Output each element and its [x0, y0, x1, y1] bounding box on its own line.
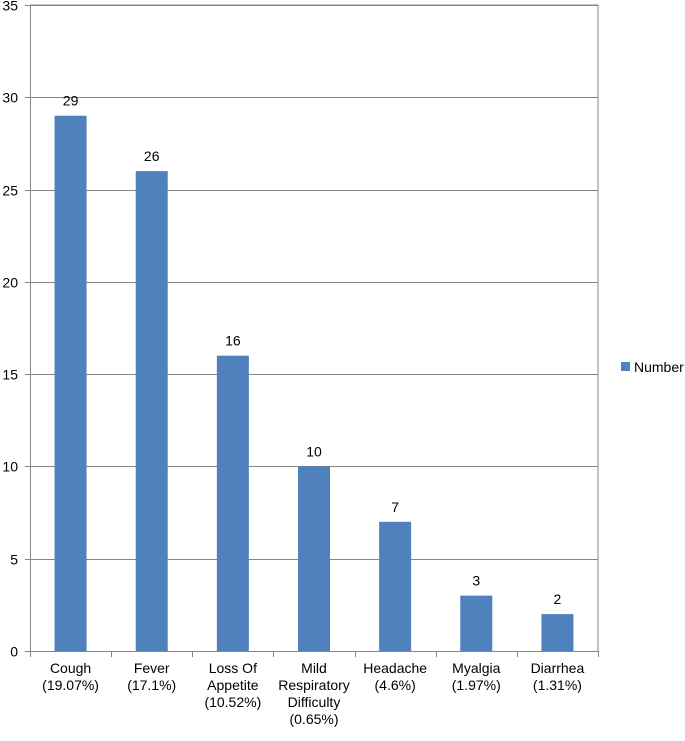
x-tick-label: Diarrhea: [531, 660, 585, 676]
y-tick-labels: 0 5 10 15 20 25 30 35: [2, 0, 18, 660]
x-tick-label: (1.97%): [452, 677, 501, 693]
bar: [54, 115, 87, 651]
x-tick-label: Cough: [50, 660, 91, 676]
x-tick-label: Mild: [301, 660, 327, 676]
bar: [541, 614, 574, 651]
bar: [379, 521, 412, 651]
data-label: 2: [554, 591, 562, 607]
x-tick-label: Respiratory: [278, 677, 350, 693]
x-tick-label: Myalgia: [452, 660, 500, 676]
y-tick-label: 5: [10, 552, 18, 568]
x-tick-label: Appetite: [207, 677, 259, 693]
y-tick-label: 15: [2, 367, 18, 383]
y-tick-label: 20: [2, 275, 18, 291]
x-tick-label: (19.07%): [42, 677, 99, 693]
bars: [54, 115, 574, 651]
y-tick-label: 30: [2, 90, 18, 106]
axes: [25, 4, 599, 657]
x-tick-label: Fever: [134, 660, 170, 676]
x-tick-label: (0.65%): [289, 711, 338, 727]
data-labels: 29 26 16 10 7 3 2: [63, 93, 562, 607]
data-label: 10: [306, 443, 322, 459]
bar: [135, 171, 168, 651]
x-tick-label: Headache: [363, 660, 427, 676]
y-tick-label: 0: [10, 644, 18, 660]
x-tick-label: (17.1%): [127, 677, 176, 693]
data-label: 16: [225, 333, 241, 349]
data-label: 26: [144, 148, 160, 164]
bar: [298, 466, 330, 651]
legend: Number: [621, 359, 684, 375]
x-tick-label: Difficulty: [288, 694, 341, 710]
data-label: 29: [63, 93, 79, 109]
bar: [216, 355, 249, 651]
x-tick-label: Loss Of: [209, 660, 257, 676]
legend-label: Number: [634, 359, 684, 375]
bar: [460, 595, 493, 651]
data-label: 3: [472, 573, 480, 589]
y-tick-label: 10: [2, 459, 18, 475]
y-tick-label: 25: [2, 183, 18, 199]
x-tick-label: (10.52%): [204, 694, 261, 710]
legend-swatch: [621, 362, 630, 371]
x-tick-labels: Cough(19.07%) Fever(17.1%) Loss OfAppetite…: [42, 660, 584, 727]
data-label: 7: [391, 499, 399, 515]
x-tick-label: (1.31%): [533, 677, 582, 693]
x-tick-label: (4.6%): [375, 677, 416, 693]
y-tick-label: 35: [2, 0, 18, 14]
